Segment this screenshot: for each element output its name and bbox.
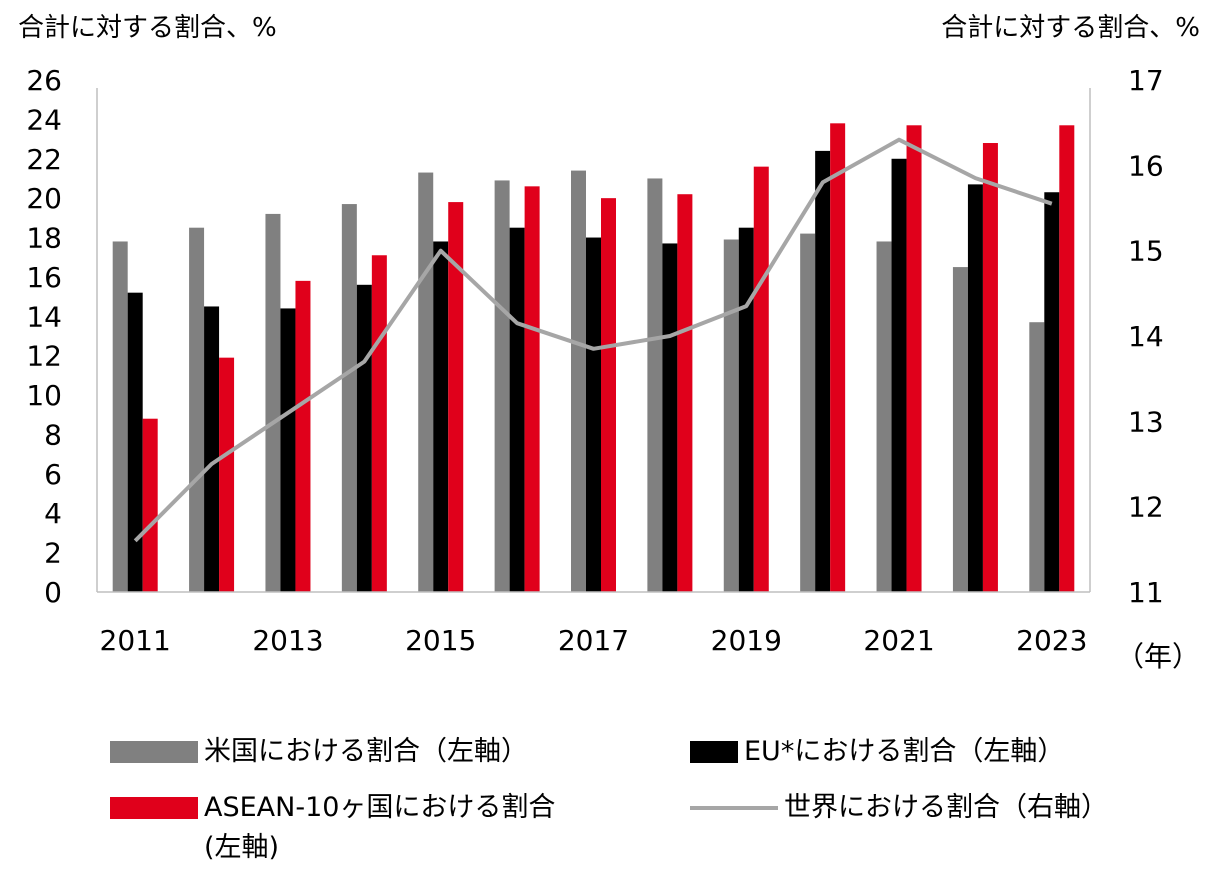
bar-eu-2019 [738, 227, 754, 592]
bar-eu-2018 [662, 243, 678, 592]
bar-us-2021 [876, 241, 892, 592]
bar-eu-2020 [815, 150, 831, 592]
bar-us-2015 [418, 172, 434, 593]
left-axis-title: 合計に対する割合、% [18, 13, 277, 43]
bar-series [112, 123, 1075, 593]
bar-us-2013 [265, 213, 281, 592]
bar-eu-2021 [891, 158, 907, 592]
bar-eu-2017 [586, 237, 601, 593]
left-tick-label: 26 [26, 64, 62, 97]
bar-us-2019 [723, 239, 739, 592]
left-tick-label: 8 [44, 418, 62, 451]
left-tick-label: 2 [44, 537, 62, 570]
bar-eu-2011 [127, 292, 143, 592]
right-tick-label: 13 [1128, 405, 1164, 438]
bar-eu-2012 [204, 306, 220, 592]
x-tick-label: 2017 [558, 624, 629, 657]
bar-asean-2020 [830, 123, 846, 593]
bar-us-2023 [1029, 322, 1045, 592]
bar-asean-2023 [1059, 125, 1075, 593]
bar-us-2014 [341, 204, 357, 593]
right-tick-label: 11 [1128, 576, 1164, 609]
bar-asean-2014 [371, 255, 387, 592]
x-tick-label: 2021 [863, 624, 934, 657]
right-axis-ticks: 11 12 13 14 15 16 17 [1128, 64, 1164, 609]
left-tick-label: 20 [26, 182, 62, 215]
bar-us-2020 [800, 233, 816, 592]
left-tick-label: 12 [26, 340, 62, 373]
left-tick-label: 10 [26, 379, 62, 412]
x-tick-label: 2023 [1016, 624, 1087, 657]
bar-asean-2021 [906, 125, 922, 593]
x-axis-ticks: 2011 2013 2015 2017 2019 2021 2023 [100, 624, 1088, 657]
right-tick-label: 15 [1128, 235, 1164, 268]
bar-eu-2015 [433, 241, 449, 592]
bar-us-2011 [112, 241, 128, 592]
x-tick-label: 2011 [100, 624, 171, 657]
left-tick-label: 22 [26, 143, 62, 176]
bar-asean-2017 [601, 198, 616, 592]
bar-eu-2022 [967, 184, 983, 592]
x-axis-title: （年） [1116, 640, 1200, 673]
x-tick-label: 2013 [252, 624, 323, 657]
right-tick-label: 12 [1128, 491, 1164, 524]
bar-us-2022 [952, 267, 968, 592]
bar-us-2016 [494, 180, 510, 592]
line-series [133, 137, 1053, 543]
bar-asean-2011 [142, 418, 158, 592]
x-tick-label: 2015 [405, 624, 476, 657]
right-tick-label: 17 [1128, 64, 1164, 97]
left-tick-label: 4 [44, 497, 62, 530]
left-tick-label: 14 [26, 300, 62, 333]
bar-eu-2014 [356, 284, 372, 592]
left-tick-label: 18 [26, 222, 62, 255]
left-tick-label: 6 [44, 458, 62, 491]
bar-asean-2019 [753, 166, 769, 592]
bar-asean-2022 [982, 143, 998, 592]
bar-asean-2013 [295, 280, 311, 592]
bar-us-2018 [647, 178, 663, 592]
bar-eu-2013 [280, 308, 296, 592]
bar-eu-2023 [1044, 192, 1060, 592]
right-tick-label: 16 [1128, 149, 1164, 182]
bar-eu-2016 [509, 227, 525, 592]
bar-us-2017 [571, 170, 586, 593]
bar-asean-2016 [524, 186, 540, 593]
bar-us-2012 [189, 227, 205, 592]
bar-asean-2015 [448, 202, 464, 593]
left-tick-label: 0 [44, 576, 62, 609]
x-tick-label: 2019 [711, 624, 782, 657]
bar-asean-2012 [219, 357, 235, 592]
right-tick-label: 14 [1128, 320, 1164, 353]
bar-asean-2018 [677, 194, 693, 592]
right-axis-title: 合計に対する割合、% [941, 13, 1200, 43]
left-tick-label: 24 [26, 103, 62, 136]
left-tick-label: 16 [26, 261, 62, 294]
